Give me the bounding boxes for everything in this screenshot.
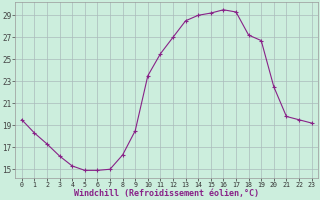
X-axis label: Windchill (Refroidissement éolien,°C): Windchill (Refroidissement éolien,°C)	[74, 189, 259, 198]
